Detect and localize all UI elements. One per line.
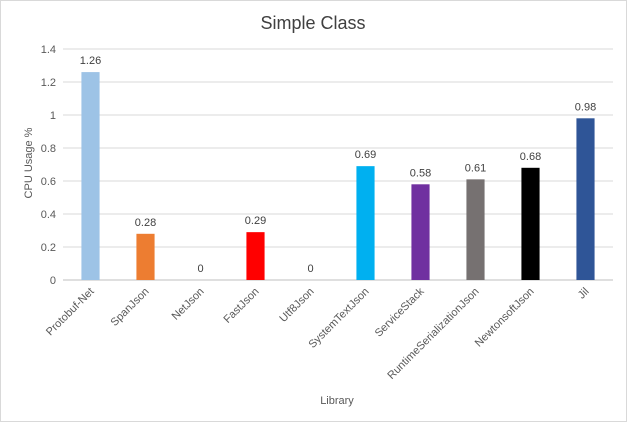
x-category-label: ServiceStack <box>373 285 427 339</box>
bar-newtonsoftjson <box>521 167 540 280</box>
bar-protobuf-net <box>81 72 100 280</box>
y-tick-label: 1 <box>50 110 56 122</box>
data-label: 0.58 <box>410 167 431 179</box>
y-tick-label: 1.2 <box>41 77 56 89</box>
data-labels: 1.26 0.28 0 0.29 0 0.69 0.58 0.61 0.68 0.98 <box>80 55 596 275</box>
y-tick-label: 0.2 <box>41 242 56 254</box>
bars <box>81 72 595 280</box>
x-category-label: SpanJson <box>109 286 152 329</box>
data-label: 0 <box>197 263 203 275</box>
x-category-label: Jil <box>576 286 592 302</box>
data-label: 0.61 <box>465 162 486 174</box>
x-category-label: NewtonsoftJson <box>473 286 537 350</box>
x-category-label: Protobuf-Net <box>44 286 97 339</box>
x-category-label: NetJson <box>170 286 207 323</box>
bar-fastjson <box>246 232 265 280</box>
bar-spanjson <box>136 233 155 280</box>
data-label: 0 <box>307 263 313 275</box>
y-axis-label: CPU Usage % <box>23 127 35 198</box>
y-tick-label: 1.4 <box>41 44 56 56</box>
data-label: 0.28 <box>135 217 156 229</box>
data-label: 0.29 <box>245 215 266 227</box>
x-axis-label: Library <box>320 395 354 407</box>
y-tick-label: 0.4 <box>41 209 56 221</box>
bar-runtimeserializationjson <box>466 179 485 280</box>
y-tick-label: 0.8 <box>41 143 56 155</box>
gridlines <box>63 48 613 281</box>
data-label: 1.26 <box>80 55 101 67</box>
chart-title: Simple Class <box>260 13 365 33</box>
data-label: 0.98 <box>575 101 596 113</box>
y-tick-label: 0.6 <box>41 176 56 188</box>
bar-jil <box>576 118 595 280</box>
x-category-label: FastJson <box>222 286 262 326</box>
x-category-label: Utf8Json <box>277 286 316 325</box>
y-tick-label: 0 <box>50 275 56 287</box>
bar-systemtextjson <box>356 166 375 280</box>
bar-servicestack <box>411 184 430 280</box>
data-label: 0.69 <box>355 149 376 161</box>
y-axis-ticks: 0 0.2 0.4 0.6 0.8 1 1.2 1.4 <box>41 44 56 287</box>
x-category-label: SystemTextJson <box>307 286 372 351</box>
data-label: 0.68 <box>520 151 541 163</box>
x-axis-categories: Protobuf-Net SpanJson NetJson FastJson Utf8J… <box>44 285 592 382</box>
x-category-label: RuntimeSerializationJson <box>385 286 481 382</box>
